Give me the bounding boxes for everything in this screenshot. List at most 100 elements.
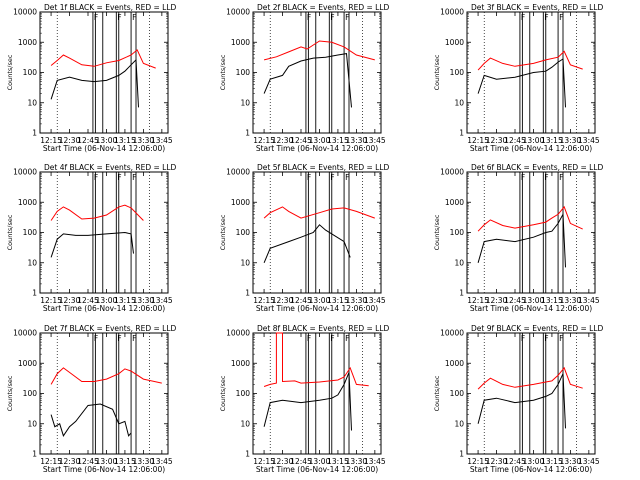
x-tick-label: 13:30 xyxy=(346,457,368,466)
x-tick-label: 12:30 xyxy=(59,296,81,305)
x-tick-label: 12:30 xyxy=(59,136,81,145)
y-tick-label: 10 xyxy=(454,258,464,267)
y-tick-label: 1000 xyxy=(18,38,37,47)
x-tick-label: 13:30 xyxy=(560,296,582,305)
series-line-events xyxy=(263,224,351,263)
flag-label: F xyxy=(307,173,311,182)
y-tick-label: 100 xyxy=(23,68,38,77)
y-tick-label: 1000 xyxy=(445,38,464,47)
y-tick-label: 1 xyxy=(32,450,37,459)
det-panel: Det 6f BLACK = Events, RED = LLD 1 10 100 10… xyxy=(433,163,604,313)
y-tick-label: 1 xyxy=(245,450,250,459)
y-tick-label: 10 xyxy=(240,98,250,107)
x-tick-label: 13:30 xyxy=(133,457,155,466)
x-tick-label: 13:45 xyxy=(364,136,386,145)
y-tick-label: 1 xyxy=(245,289,250,298)
y-tick-label: 10000 xyxy=(440,168,464,177)
x-tick-label: 12:15 xyxy=(40,296,62,305)
y-tick-label: 1 xyxy=(245,129,250,138)
series-line-lld xyxy=(50,367,162,385)
x-tick-label: 12:15 xyxy=(253,457,275,466)
x-tick-label: 12:15 xyxy=(467,457,489,466)
y-tick-label: 10 xyxy=(240,419,250,428)
flag-label: F xyxy=(559,334,563,343)
flag-label: F xyxy=(132,334,136,343)
x-tick-label: 12:45 xyxy=(77,457,99,466)
x-tick-label: 13:30 xyxy=(346,136,368,145)
x-tick-label: 13:15 xyxy=(541,136,563,145)
series-line-events xyxy=(50,58,139,108)
plot-frame xyxy=(466,332,596,455)
det-panel: Det 7f BLACK = Events, RED = LLD 1 10 100 10… xyxy=(6,324,177,474)
series-line-events xyxy=(477,373,566,429)
y-tick-label: 10000 xyxy=(13,329,37,338)
y-tick-label: 100 xyxy=(236,228,251,237)
det-panel: Det 8f BLACK = Events, RED = LLD 1 10 100 10… xyxy=(219,324,390,474)
x-tick-label: 13:15 xyxy=(327,457,349,466)
x-tick-label: 13:15 xyxy=(114,457,136,466)
x-tick-label: 13:15 xyxy=(327,296,349,305)
y-tick-label: 10000 xyxy=(13,168,37,177)
flag-label: F xyxy=(117,173,121,182)
y-tick-label: 1000 xyxy=(18,359,37,368)
y-tick-label: 10000 xyxy=(440,329,464,338)
panel-title: Det 2f BLACK = Events, RED = LLD xyxy=(257,3,390,12)
panel-title: Det 9f BLACK = Events, RED = LLD xyxy=(471,324,604,333)
x-tick-label: 12:45 xyxy=(504,457,526,466)
plot-frame xyxy=(252,171,382,294)
flag-label: F xyxy=(521,334,525,343)
x-tick-label: 12:30 xyxy=(486,136,508,145)
x-axis-title: Start Time (06-Nov-14 12:06:00) xyxy=(43,304,165,313)
x-tick-label: 13:00 xyxy=(309,136,331,145)
x-axis-title: Start Time (06-Nov-14 12:06:00) xyxy=(470,144,592,153)
x-tick-label: 13:00 xyxy=(309,457,331,466)
plot-frame xyxy=(466,171,596,294)
y-tick-label: 100 xyxy=(450,389,465,398)
x-tick-label: 13:30 xyxy=(133,296,155,305)
x-tick-label: 13:45 xyxy=(151,296,173,305)
y-tick-label: 1000 xyxy=(445,198,464,207)
x-tick-label: 12:15 xyxy=(40,136,62,145)
x-tick-label: 12:30 xyxy=(486,296,508,305)
flag-label: F xyxy=(544,13,548,22)
y-tick-label: 10 xyxy=(454,98,464,107)
flag-label: F xyxy=(307,13,311,22)
panel-title: Det 1f BLACK = Events, RED = LLD xyxy=(44,3,177,12)
x-tick-label: 13:30 xyxy=(560,457,582,466)
y-tick-label: 1 xyxy=(459,129,464,138)
x-tick-label: 13:45 xyxy=(578,136,600,145)
y-tick-label: 10000 xyxy=(13,8,37,17)
flag-label: F xyxy=(117,334,121,343)
x-tick-label: 12:45 xyxy=(504,136,526,145)
x-tick-label: 12:30 xyxy=(272,457,294,466)
det-panel: Det 1f BLACK = Events, RED = LLD 1 10 100 10… xyxy=(6,3,177,153)
x-tick-label: 12:45 xyxy=(290,457,312,466)
x-tick-label: 12:15 xyxy=(467,136,489,145)
x-tick-label: 13:30 xyxy=(133,136,155,145)
panel-title: Det 5f BLACK = Events, RED = LLD xyxy=(257,163,390,172)
series-line-lld xyxy=(477,366,583,390)
x-axis-title: Start Time (06-Nov-14 12:06:00) xyxy=(43,144,165,153)
panel-title: Det 4f BLACK = Events, RED = LLD xyxy=(44,163,177,172)
x-tick-label: 12:45 xyxy=(504,296,526,305)
x-tick-label: 12:45 xyxy=(77,296,99,305)
panel-title: Det 6f BLACK = Events, RED = LLD xyxy=(471,163,604,172)
x-tick-label: 13:00 xyxy=(96,457,118,466)
x-tick-label: 13:00 xyxy=(309,296,331,305)
x-tick-label: 12:30 xyxy=(272,136,294,145)
x-tick-label: 13:45 xyxy=(364,457,386,466)
flag-label: F xyxy=(94,334,98,343)
y-tick-label: 100 xyxy=(23,389,38,398)
y-tick-label: 10000 xyxy=(226,329,250,338)
y-tick-label: 1000 xyxy=(445,359,464,368)
y-axis-title: Counts/sec xyxy=(433,375,441,411)
y-tick-label: 10 xyxy=(27,258,37,267)
plot-frame xyxy=(39,332,169,455)
y-axis-title: Counts/sec xyxy=(6,375,14,411)
y-axis-title: Counts/sec xyxy=(6,214,14,250)
x-tick-label: 13:45 xyxy=(151,136,173,145)
x-tick-label: 13:45 xyxy=(151,457,173,466)
series-line-lld xyxy=(50,204,144,221)
panel-title: Det 3f BLACK = Events, RED = LLD xyxy=(471,3,604,12)
